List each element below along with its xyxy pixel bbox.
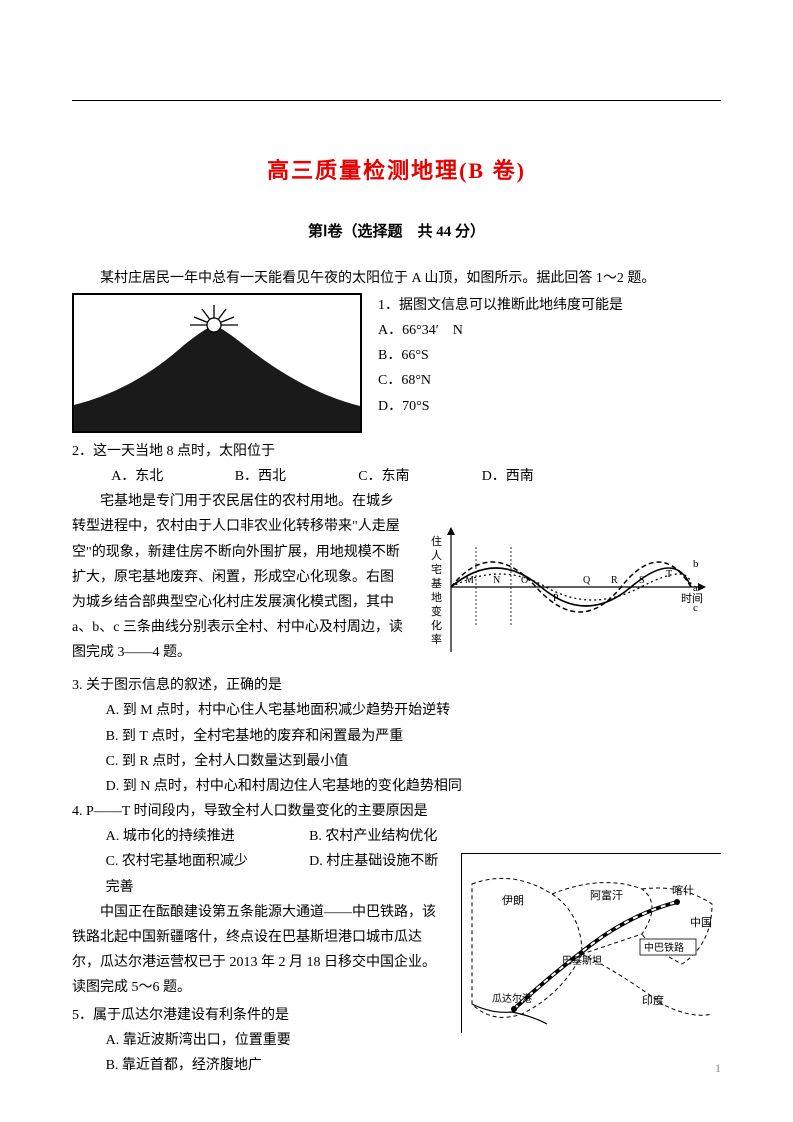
svg-text:住: 住 bbox=[431, 534, 442, 548]
q3-optD: D. 到 N 点时，村中心和村周边住人宅基地的变化趋势相同 bbox=[72, 774, 721, 799]
q2-optB: B．西北 bbox=[235, 464, 355, 489]
q5-optB: B. 靠近首都，经济腹地广 bbox=[72, 1053, 721, 1078]
svg-text:宅: 宅 bbox=[431, 562, 442, 576]
svg-text:率: 率 bbox=[431, 632, 442, 646]
svg-text:时间: 时间 bbox=[681, 592, 703, 605]
exam-title: 高三质量检测地理(B 卷) bbox=[72, 151, 721, 191]
q3-optC: C. 到 R 点时，全村人口数量达到最小值 bbox=[72, 749, 721, 774]
q1-optA: A．66°34′ N bbox=[378, 318, 721, 343]
svg-text:印度: 印度 bbox=[642, 993, 664, 1007]
q1-block: A 1．据图文信息可以推断此地纬度可能是 A．66°34′ N B．66°S C… bbox=[72, 293, 721, 439]
svg-text:O: O bbox=[521, 575, 528, 586]
q4-options-row1: A. 城市化的持续推进 B. 农村产业结构优化 bbox=[72, 824, 721, 849]
header-rule bbox=[72, 100, 721, 101]
q3-optA: A. 到 M 点时，村中心住人宅基地面积减少趋势开始逆转 bbox=[72, 698, 721, 723]
svg-text:R: R bbox=[611, 575, 618, 586]
svg-text:T: T bbox=[666, 569, 672, 580]
q2-optD: D．西南 bbox=[482, 464, 534, 489]
passage3-block: 伊朗 阿富汗 喀什 中国 巴基斯坦 瓜达尔港 印度 中巴铁路 C. 农村宅基地面… bbox=[72, 849, 721, 1078]
q3-optB: B. 到 T 点时，全村宅基地的废弃和闲置最为严重 bbox=[72, 724, 721, 749]
svg-text:地: 地 bbox=[431, 591, 442, 604]
q4-optC: C. 农村宅基地面积减少 bbox=[106, 849, 306, 874]
q4-optA: A. 城市化的持续推进 bbox=[106, 824, 306, 849]
q2-optA: A．东北 bbox=[111, 464, 231, 489]
q4-stem: 4. P——T 时间段内，导致全村人口数量变化的主要原因是 bbox=[72, 799, 721, 824]
svg-text:化: 化 bbox=[431, 618, 442, 632]
q4-optB: B. 农村产业结构优化 bbox=[309, 829, 437, 844]
svg-text:a: a bbox=[693, 582, 698, 594]
q1-optC: C．68°N bbox=[378, 368, 721, 393]
q3-stem: 3. 关于图示信息的叙述，正确的是 bbox=[72, 673, 721, 698]
svg-text:中国: 中国 bbox=[690, 916, 712, 929]
svg-text:S: S bbox=[639, 575, 645, 586]
q2-options: A．东北 B．西北 C．东南 D．西南 bbox=[72, 464, 721, 489]
svg-text:c: c bbox=[693, 602, 698, 614]
svg-text:P: P bbox=[553, 593, 559, 604]
svg-text:伊朗: 伊朗 bbox=[502, 894, 524, 907]
q1-optD: D．70°S bbox=[378, 394, 721, 419]
svg-text:b: b bbox=[693, 558, 699, 570]
svg-text:A: A bbox=[237, 327, 247, 342]
figure-mountain: A bbox=[72, 293, 362, 433]
svg-text:N: N bbox=[493, 575, 500, 586]
svg-text:变: 变 bbox=[431, 604, 442, 618]
q1-stem: 1．据图文信息可以推断此地纬度可能是 bbox=[378, 293, 721, 318]
passage2-block: 住 人 宅 基 地 变 化 率 时间 M N O P Q bbox=[72, 489, 721, 665]
q1-optB: B．66°S bbox=[378, 343, 721, 368]
q2-stem: 2．这一天当地 8 点时，太阳位于 bbox=[72, 439, 721, 464]
svg-text:M: M bbox=[465, 575, 474, 586]
passage1-intro: 某村庄居民一年中总有一天能看见午夜的太阳位于 A 山顶，如图所示。据此回答 1～… bbox=[72, 266, 721, 291]
figure-wave: 住 人 宅 基 地 变 化 率 时间 M N O P Q bbox=[421, 517, 721, 667]
svg-text:人: 人 bbox=[431, 549, 442, 562]
svg-text:基: 基 bbox=[431, 577, 442, 590]
figure-map: 伊朗 阿富汗 喀什 中国 巴基斯坦 瓜达尔港 印度 中巴铁路 bbox=[461, 853, 721, 1033]
svg-text:阿富汗: 阿富汗 bbox=[590, 888, 623, 902]
svg-text:瓜达尔港: 瓜达尔港 bbox=[492, 992, 532, 1005]
svg-text:中巴铁路: 中巴铁路 bbox=[644, 941, 684, 954]
q2-optC: C．东南 bbox=[358, 464, 478, 489]
page-number: 1 bbox=[715, 1058, 721, 1080]
svg-text:Q: Q bbox=[583, 575, 591, 586]
section-title: 第Ⅰ卷（选择题 共 44 分） bbox=[72, 219, 721, 246]
svg-text:巴基斯坦: 巴基斯坦 bbox=[562, 954, 602, 967]
svg-text:喀什: 喀什 bbox=[672, 884, 694, 897]
